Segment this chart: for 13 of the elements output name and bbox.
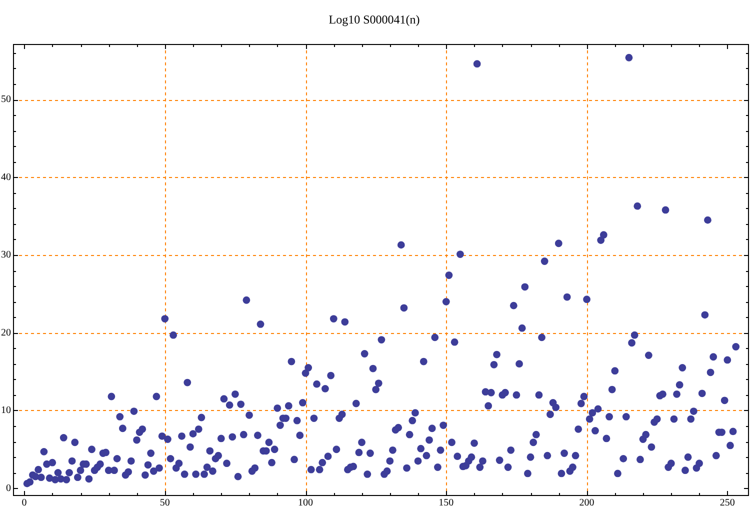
x-tick-label: 0 xyxy=(22,498,27,509)
y-tick-label: 20 xyxy=(1,327,11,338)
y-tick-label: 50 xyxy=(1,94,11,106)
y-tick-label: 40 xyxy=(1,172,11,183)
x-tick-label: 150 xyxy=(438,498,454,509)
y-tick-label: 30 xyxy=(1,250,11,261)
chart-title: Log10 S000041(n) xyxy=(328,12,420,26)
x-tick-label: 50 xyxy=(160,498,170,509)
x-tick-label: 100 xyxy=(298,498,314,509)
y-tick-label: 10 xyxy=(1,405,11,416)
x-tick-label: 250 xyxy=(720,498,735,509)
x-tick-label: 200 xyxy=(579,498,594,509)
y-tick-label: 0 xyxy=(6,482,11,494)
